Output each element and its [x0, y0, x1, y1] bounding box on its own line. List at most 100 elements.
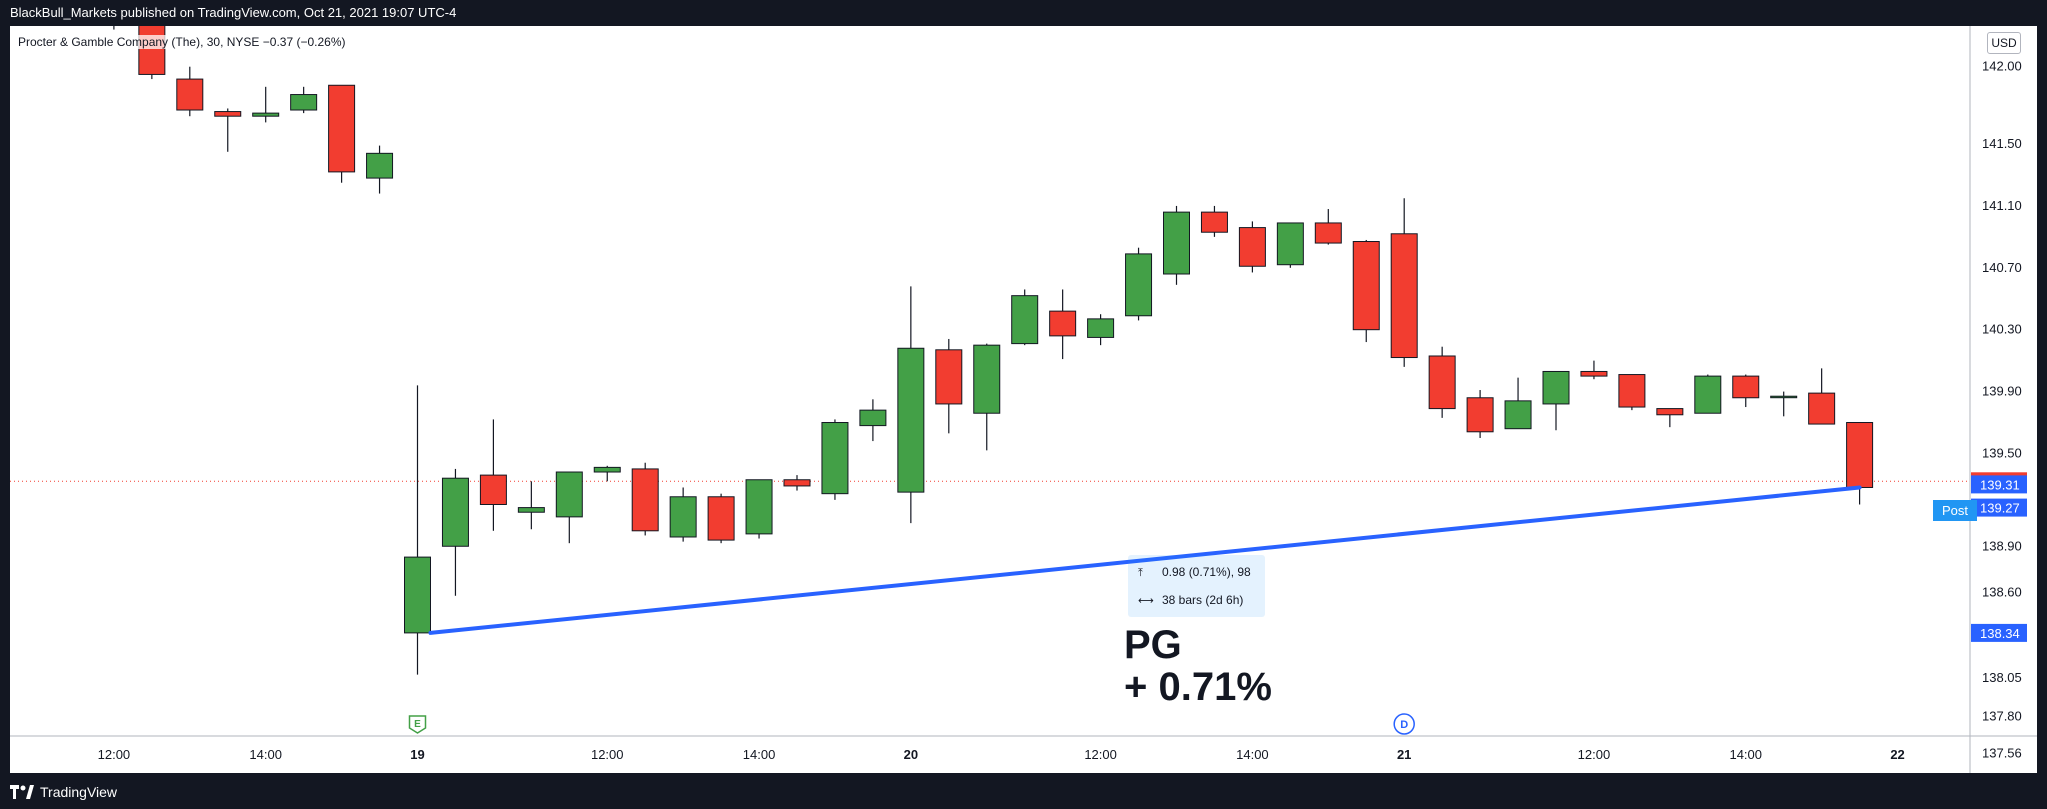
price-label-text: 139.31 [1980, 477, 2020, 492]
price-tick-label: 138.60 [1982, 585, 2022, 600]
candle-up [1163, 211, 1190, 275]
price-tick-label: 140.70 [1982, 260, 2022, 275]
candle-up [897, 347, 925, 493]
candle-down [138, 26, 166, 75]
candle-down [1352, 241, 1380, 331]
candle-down [1238, 227, 1266, 267]
annotation-symbol: PG [1124, 623, 1182, 667]
tradingview-logo-icon [10, 785, 34, 799]
candle-down [1428, 355, 1456, 410]
candle-down [1732, 375, 1760, 399]
time-tick-label: 20 [904, 747, 918, 762]
candle-down [1846, 422, 1874, 488]
annotation-change: + 0.71% [1124, 665, 1272, 709]
candle-down [1466, 397, 1494, 433]
candle-down [1618, 374, 1646, 408]
candles [113, 26, 1874, 675]
tradingview-logo[interactable]: TradingView [10, 784, 117, 800]
time-tick-label: 12:00 [98, 747, 131, 762]
candle-down [1390, 233, 1418, 359]
time-tick-label: 14:00 [743, 747, 776, 762]
trendline[interactable] [428, 485, 1862, 635]
chart-panel[interactable]: 142.00 141.50 141.10 140.70 140.30 139.90 139.… [10, 26, 2037, 773]
time-tick-label: 22 [1890, 747, 1904, 762]
publisher-bar: BlackBull_Markets published on TradingVi… [0, 0, 2047, 26]
candle-up [1542, 370, 1570, 405]
price-tick-label: 139.50 [1982, 445, 2022, 460]
dividend-marker-label: D [1400, 719, 1408, 731]
price-chart[interactable]: 142.00 141.50 141.10 140.70 140.30 139.90 139.… [10, 26, 2037, 773]
candle-up [290, 94, 318, 111]
price-tick-label: 141.50 [1982, 136, 2022, 151]
price-tick-label: 137.80 [1982, 708, 2022, 723]
candle-down [1580, 370, 1608, 377]
measure-price-text: 0.98 (0.71%), 98 [1162, 565, 1251, 579]
candle-up [1276, 222, 1304, 266]
candle-down [707, 496, 735, 541]
price-label-badge [1971, 623, 2027, 642]
axes: 142.00 141.50 141.10 140.70 140.30 139.90 139.… [10, 26, 2037, 773]
candle-down [176, 78, 204, 111]
earnings-marker-label: E [414, 719, 421, 730]
price-tick-label: 137.56 [1982, 746, 2022, 761]
candle-up [404, 556, 431, 634]
price-range-icon: ⤒ [1138, 567, 1143, 579]
post-session-badge: Post [1933, 500, 1977, 521]
candle-down [328, 84, 356, 173]
candle-down [1314, 222, 1342, 244]
price-tick-label: 138.05 [1982, 670, 2022, 685]
chart-annotation[interactable]: PG + 0.71% [1124, 624, 1272, 708]
price-label-badge [1971, 475, 2027, 494]
candle-down [631, 468, 659, 532]
candle-up [252, 112, 280, 117]
candle-down [1200, 211, 1228, 233]
candle-up [1504, 400, 1532, 430]
time-tick-label: 12:00 [591, 747, 624, 762]
price-tick-label: 139.90 [1982, 384, 2022, 399]
time-tick-label: 14:00 [1236, 747, 1269, 762]
candle-up [1125, 253, 1153, 317]
candle-up [745, 479, 773, 535]
candle-up [1770, 395, 1798, 399]
candle-up [1694, 375, 1722, 414]
candle-up [821, 422, 849, 495]
price-tick-label: 140.30 [1982, 322, 2022, 337]
candle-up [593, 466, 621, 473]
date-range-icon: ⟷ [1138, 595, 1154, 607]
time-tick-label: 14:00 [249, 747, 282, 762]
candle-up [517, 507, 545, 513]
tradingview-brand-text: TradingView [40, 784, 118, 800]
symbol-legend[interactable]: Procter & Gamble Company (The), 30, NYSE… [16, 35, 348, 49]
candle-up [555, 471, 583, 518]
candle-up [366, 152, 394, 179]
measure-tooltip: ⤒ 0.98 (0.71%), 98 ⟷ 38 bars (2d 6h) [1128, 555, 1265, 617]
measure-bars-text: 38 bars (2d 6h) [1162, 593, 1244, 607]
price-tick-label: 141.10 [1982, 198, 2022, 213]
price-tick-label: 138.90 [1982, 538, 2022, 553]
candle-up [669, 496, 697, 538]
candle-down [479, 474, 507, 506]
currency-button[interactable]: USD [1987, 32, 2021, 54]
measure-price-row: ⤒ 0.98 (0.71%), 98 [1138, 561, 1251, 583]
time-tick-label: 14:00 [1729, 747, 1762, 762]
candle-up [441, 477, 469, 547]
candle-down [1808, 392, 1836, 425]
candle-down [783, 479, 811, 487]
candle-up [973, 344, 1001, 414]
price-label-text: 139.27 [1980, 501, 2020, 516]
candle-down [935, 349, 963, 405]
candle-up [859, 409, 887, 427]
dividend-marker[interactable] [1393, 713, 1415, 735]
footer-bar: TradingView [0, 773, 2047, 809]
price-label-badge [1971, 498, 2027, 517]
earnings-marker[interactable] [408, 715, 427, 734]
candle-down [1049, 310, 1077, 337]
price-label-text: 138.34 [1980, 626, 2020, 641]
price-tick-label: 142.00 [1982, 59, 2022, 74]
time-tick-label: 12:00 [1578, 747, 1611, 762]
publisher-text: BlackBull_Markets published on TradingVi… [10, 5, 457, 20]
trendline-layer[interactable] [428, 485, 1862, 635]
time-tick-label: 21 [1397, 747, 1411, 762]
